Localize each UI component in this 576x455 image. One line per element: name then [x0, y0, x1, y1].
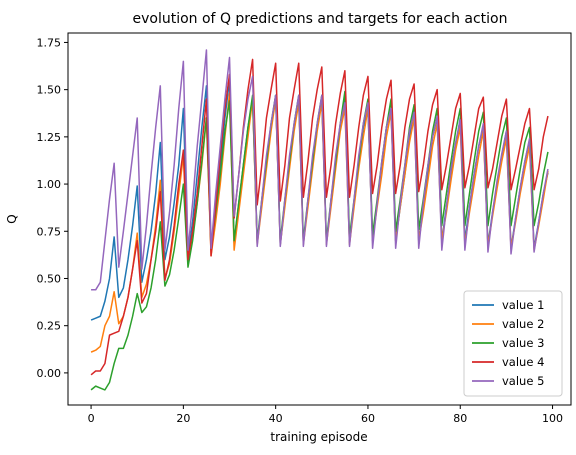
plot-area — [90, 49, 549, 391]
chart-title: evolution of Q predictions and targets f… — [133, 11, 508, 27]
y-tick-label: 0.25 — [37, 320, 62, 333]
y-tick-label: 0.00 — [37, 367, 62, 380]
x-axis: 0 20 40 60 80 100 — [88, 405, 563, 425]
x-tick-label: 60 — [361, 412, 375, 425]
y-axis-label: Q — [5, 214, 19, 223]
legend-label-1: value 1 — [502, 298, 544, 312]
legend: value 1 value 2 value 3 value 4 value 5 — [463, 290, 563, 397]
legend-label-4: value 4 — [502, 355, 544, 369]
x-tick-label: 80 — [453, 412, 467, 425]
x-axis-label: training episode — [270, 430, 367, 444]
y-tick-label: 0.50 — [37, 272, 62, 285]
y-tick-label: 0.75 — [37, 225, 62, 238]
x-tick-label: 40 — [269, 412, 283, 425]
plot-frame — [67, 32, 572, 406]
legend-label-3: value 3 — [502, 336, 544, 350]
legend-label-2: value 2 — [502, 317, 544, 331]
y-tick-label: 1.00 — [37, 178, 62, 191]
y-tick-label: 1.25 — [37, 131, 62, 144]
y-tick-label: 1.50 — [37, 84, 62, 97]
x-tick-label: 0 — [88, 412, 95, 425]
legend-box — [463, 290, 563, 397]
x-tick-label: 20 — [176, 412, 190, 425]
legend-label-5: value 5 — [502, 374, 544, 388]
series-line-5 — [91, 49, 549, 291]
y-tick-label: 1.75 — [37, 36, 62, 49]
x-tick-label: 100 — [542, 412, 563, 425]
y-axis: 0.00 0.25 0.50 0.75 1.00 1.25 1.50 1.75 — [37, 36, 68, 380]
series-line-4 — [90, 58, 549, 376]
